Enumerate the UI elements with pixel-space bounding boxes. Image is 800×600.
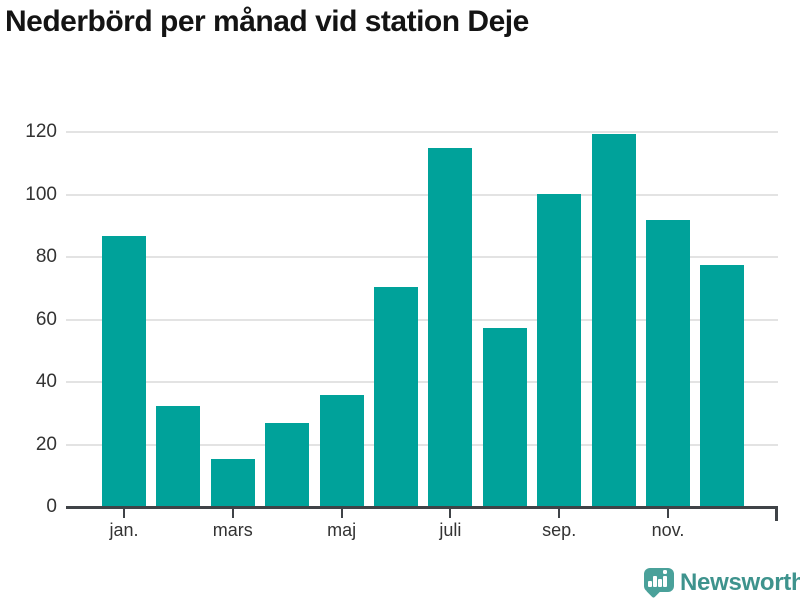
bar — [265, 423, 310, 506]
x-tick — [123, 509, 125, 518]
gridline — [66, 131, 778, 133]
x-tick-label: juli — [439, 520, 462, 540]
bar — [102, 235, 146, 506]
bar — [537, 193, 582, 506]
bar — [482, 327, 527, 506]
y-tick-label: 0 — [46, 496, 57, 517]
gridline — [66, 193, 778, 196]
x-tick-label: mars — [212, 520, 253, 540]
gridline — [66, 256, 778, 258]
y-tick-label: 80 — [35, 246, 57, 267]
gridline — [66, 318, 778, 321]
bar — [591, 134, 636, 506]
newsworthy-brand-text: Newsworthy — [680, 569, 800, 596]
bar — [319, 395, 364, 506]
mini-bar-icon — [658, 579, 662, 587]
exclamation-bar-icon — [663, 576, 667, 587]
bar — [374, 287, 418, 506]
x-tick-label: maj — [327, 520, 357, 540]
mini-bar-icon — [648, 581, 652, 587]
newsworthy-logo: Newsworthy — [641, 565, 800, 600]
y-tick-label: 120 — [25, 121, 57, 142]
x-tick — [449, 509, 452, 518]
bar — [156, 406, 201, 506]
mini-bar-icon — [653, 576, 657, 587]
bar — [646, 220, 690, 506]
bar — [700, 265, 745, 506]
bar — [428, 148, 473, 506]
exclamation-dot-icon — [663, 570, 667, 574]
x-tick — [667, 509, 669, 518]
x-tick — [231, 509, 234, 518]
y-tick-label: 60 — [35, 308, 57, 330]
chart-title: Nederbörd per månad vid station Deje — [5, 5, 529, 38]
y-tick-label: 40 — [35, 371, 57, 392]
x-axis-end-tick — [775, 506, 778, 521]
x-tick — [340, 509, 343, 518]
y-tick-label: 20 — [35, 433, 57, 455]
bar — [210, 459, 255, 506]
x-tick-label: nov. — [651, 520, 685, 540]
gridline — [66, 443, 778, 446]
x-tick — [558, 509, 561, 518]
x-tick-label: jan. — [109, 520, 139, 540]
x-axis-line — [66, 506, 778, 509]
newsworthy-chart-bubble-icon — [644, 568, 674, 599]
y-tick-label: 100 — [25, 183, 57, 205]
gridline — [66, 381, 778, 383]
x-tick-label: sep. — [542, 520, 577, 540]
